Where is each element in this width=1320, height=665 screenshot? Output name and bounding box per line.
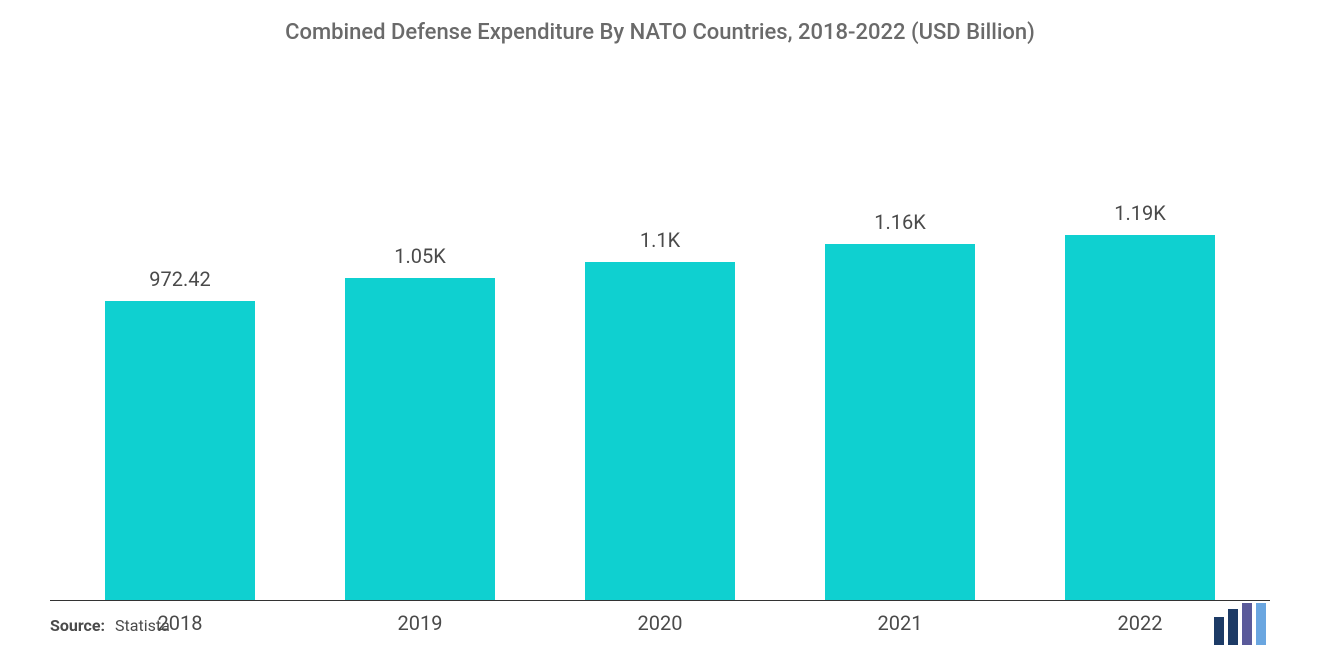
bar-group: 1.05K	[300, 115, 540, 600]
chart-title: Combined Defense Expenditure By NATO Cou…	[50, 20, 1270, 45]
bar-value-label: 1.19K	[1114, 201, 1166, 225]
source-attribution: Source: Statista	[50, 616, 170, 635]
x-axis-label: 2020	[540, 611, 780, 635]
bar-value-label: 1.05K	[394, 244, 446, 268]
bar-value-label: 1.16K	[874, 210, 926, 234]
bar	[1065, 235, 1215, 601]
bar	[345, 278, 495, 601]
bar-group: 1.1K	[540, 115, 780, 600]
bar-group: 1.16K	[780, 115, 1020, 600]
chart-container: Combined Defense Expenditure By NATO Cou…	[0, 0, 1320, 665]
bar	[105, 301, 255, 600]
x-axis-label: 2019	[300, 611, 540, 635]
x-axis-label: 2021	[780, 611, 1020, 635]
chart-plot-area: 972.42 1.05K 1.1K 1.16K 1.19K	[50, 115, 1270, 601]
bar	[585, 262, 735, 600]
bar-value-label: 1.1K	[640, 228, 680, 252]
brand-logo	[1214, 603, 1270, 645]
bar-group: 972.42	[60, 115, 300, 600]
source-text: Statista	[115, 616, 170, 635]
bar	[825, 244, 975, 600]
source-prefix: Source:	[50, 616, 105, 635]
x-axis-labels: 20182019202020212022	[50, 601, 1270, 635]
bar-group: 1.19K	[1020, 115, 1260, 600]
bar-value-label: 972.42	[149, 267, 210, 291]
